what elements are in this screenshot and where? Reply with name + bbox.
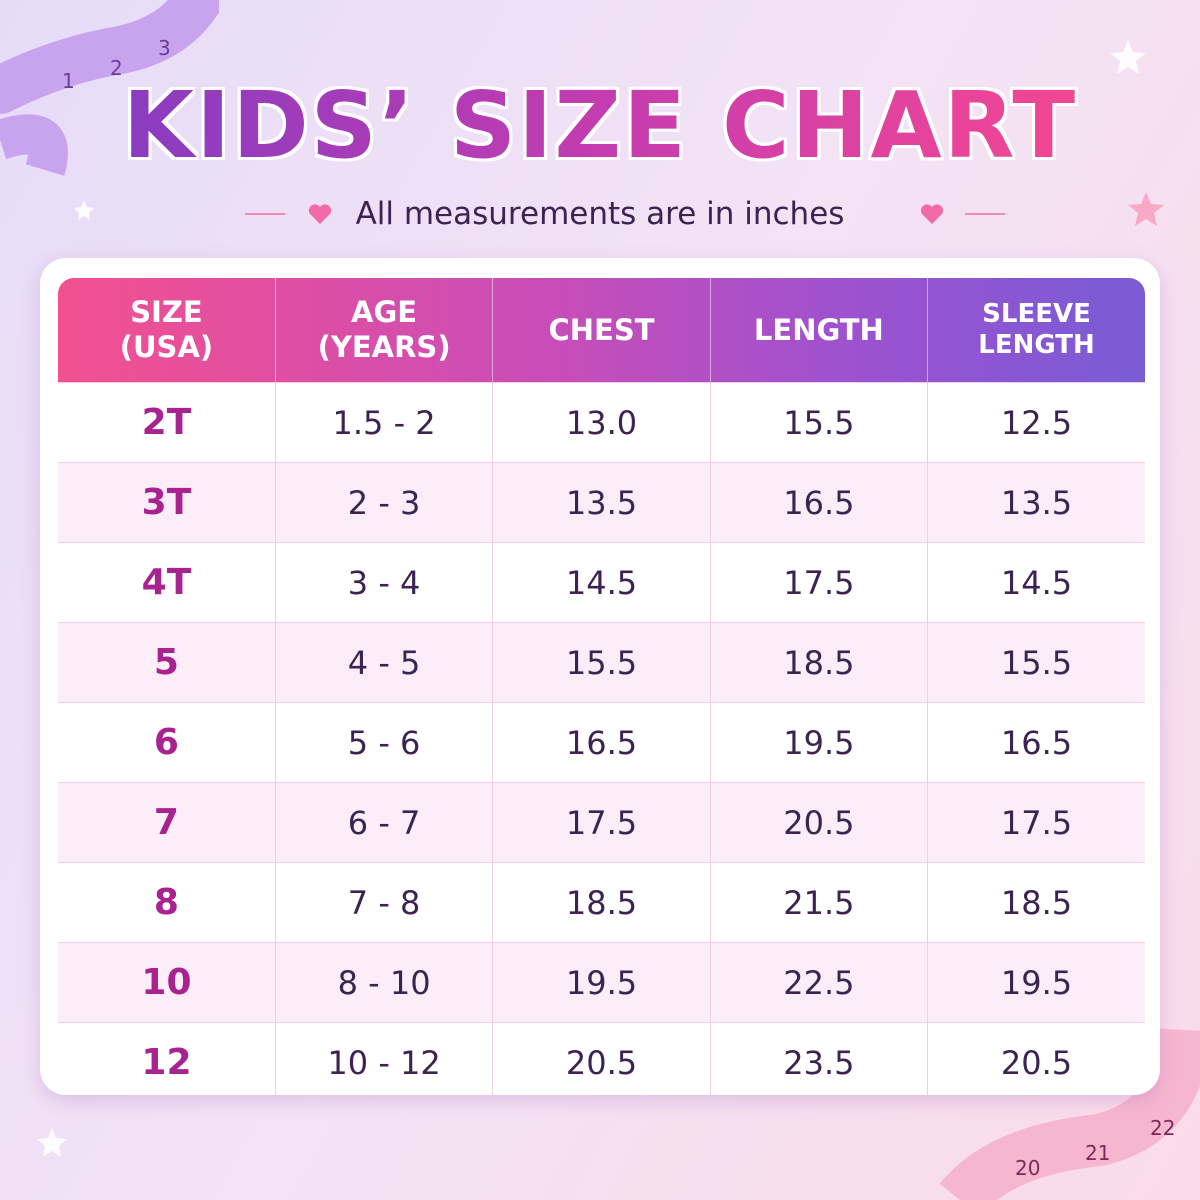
title: KIDS’ SIZE CHART xyxy=(0,72,1200,179)
column-header: SIZE (USA) xyxy=(58,278,276,383)
table-cell: 13.5 xyxy=(492,462,711,543)
table-cell: 19.5 xyxy=(927,942,1145,1023)
column-header: LENGTH xyxy=(710,278,929,383)
table-cell: 18.5 xyxy=(927,862,1145,943)
table-cell: 10 xyxy=(58,942,276,1023)
column-header: CHEST xyxy=(492,278,711,383)
table-cell: 15.5 xyxy=(492,622,711,703)
table-row: 12 10 - 12 20.5 23.5 20.5 xyxy=(58,1022,1145,1102)
tape-top xyxy=(0,0,219,114)
table-card: SIZE (USA) AGE (YEARS) CHEST LENGTH SLEEVE L… xyxy=(40,258,1160,1102)
star xyxy=(1128,192,1164,226)
table-row: 2T 1.5 - 2 13.0 15.5 12.5 xyxy=(58,382,1145,463)
table-cell: 15.5 xyxy=(710,382,929,463)
table-cell: 20.5 xyxy=(710,782,929,863)
header-row: SIZE (USA) AGE (YEARS) CHEST LENGTH SLEEVE L… xyxy=(58,278,1145,383)
table-cell: 7 - 8 xyxy=(275,862,494,943)
table-cell: 4T xyxy=(58,542,276,623)
tape-number: 22 xyxy=(1150,1116,1175,1140)
tape-number: 1 xyxy=(62,69,75,93)
table-cell: 21.5 xyxy=(710,862,929,943)
table-row: 4T 3 - 4 14.5 17.5 14.5 xyxy=(58,542,1145,623)
table-row: 3T 2 - 3 13.5 16.5 13.5 xyxy=(58,462,1145,543)
subtitle: All measurements are in inches xyxy=(355,196,845,232)
heart xyxy=(308,204,332,224)
table-cell: 4 - 5 xyxy=(275,622,494,703)
table-cell: 8 - 10 xyxy=(275,942,494,1023)
stars xyxy=(37,40,1146,1157)
table-cell: 23.5 xyxy=(710,1022,929,1102)
table-cell: 7 xyxy=(58,782,276,863)
column-header: SLEEVE LENGTH xyxy=(978,298,1095,360)
table-cell: 17.5 xyxy=(492,782,711,863)
table-cell: 16.5 xyxy=(710,462,929,543)
table-cell: 5 - 6 xyxy=(275,702,494,783)
table-cell: 10 - 12 xyxy=(275,1022,494,1102)
heart xyxy=(920,204,944,224)
table-cell: 18.5 xyxy=(710,622,929,703)
table-cell: 19.5 xyxy=(710,702,929,783)
table-cell: 6 - 7 xyxy=(275,782,494,863)
table-cell: 22.5 xyxy=(710,942,929,1023)
table-cell: 13.5 xyxy=(927,462,1145,543)
tape-bottom xyxy=(939,1027,1200,1200)
table-cell: 17.5 xyxy=(927,782,1145,863)
table-cell: 16.5 xyxy=(492,702,711,783)
table-cell: 16.5 xyxy=(927,702,1145,783)
table-cell: 15.5 xyxy=(927,622,1145,703)
table-cell: 2 - 3 xyxy=(275,462,494,543)
table-cell: 13.0 xyxy=(492,382,711,463)
table-cell: 2T xyxy=(58,382,276,463)
table-cell: 6 xyxy=(58,702,276,783)
table-cell: 17.5 xyxy=(710,542,929,623)
table-cell: 1.5 - 2 xyxy=(275,382,494,463)
table-cell: 19.5 xyxy=(492,942,711,1023)
table-cell: 12 xyxy=(58,1022,276,1102)
tape-number: 3 xyxy=(158,36,171,60)
tape-number: 21 xyxy=(1085,1141,1110,1165)
table-cell: 3 - 4 xyxy=(275,542,494,623)
table-cell: 8 xyxy=(58,862,276,943)
table-cell: 20.5 xyxy=(492,1022,711,1102)
table-cell: 5 xyxy=(58,622,276,703)
table-cell: 20.5 xyxy=(927,1022,1145,1102)
column-header: AGE (YEARS) xyxy=(275,278,494,383)
table-row: 10 8 - 10 19.5 22.5 19.5 xyxy=(58,942,1145,1023)
table-cell: 14.5 xyxy=(927,542,1145,623)
tape-number: 2 xyxy=(110,56,123,80)
table-cell: 3T xyxy=(58,462,276,543)
tape-top-end xyxy=(0,114,68,176)
table-cell: 12.5 xyxy=(927,382,1145,463)
tape-number: 20 xyxy=(1015,1156,1040,1180)
size-table: SIZE (USA) AGE (YEARS) CHEST LENGTH SLEEVE L… xyxy=(58,278,1145,1102)
table-cell: 14.5 xyxy=(492,542,711,623)
table-cell: 18.5 xyxy=(492,862,711,943)
